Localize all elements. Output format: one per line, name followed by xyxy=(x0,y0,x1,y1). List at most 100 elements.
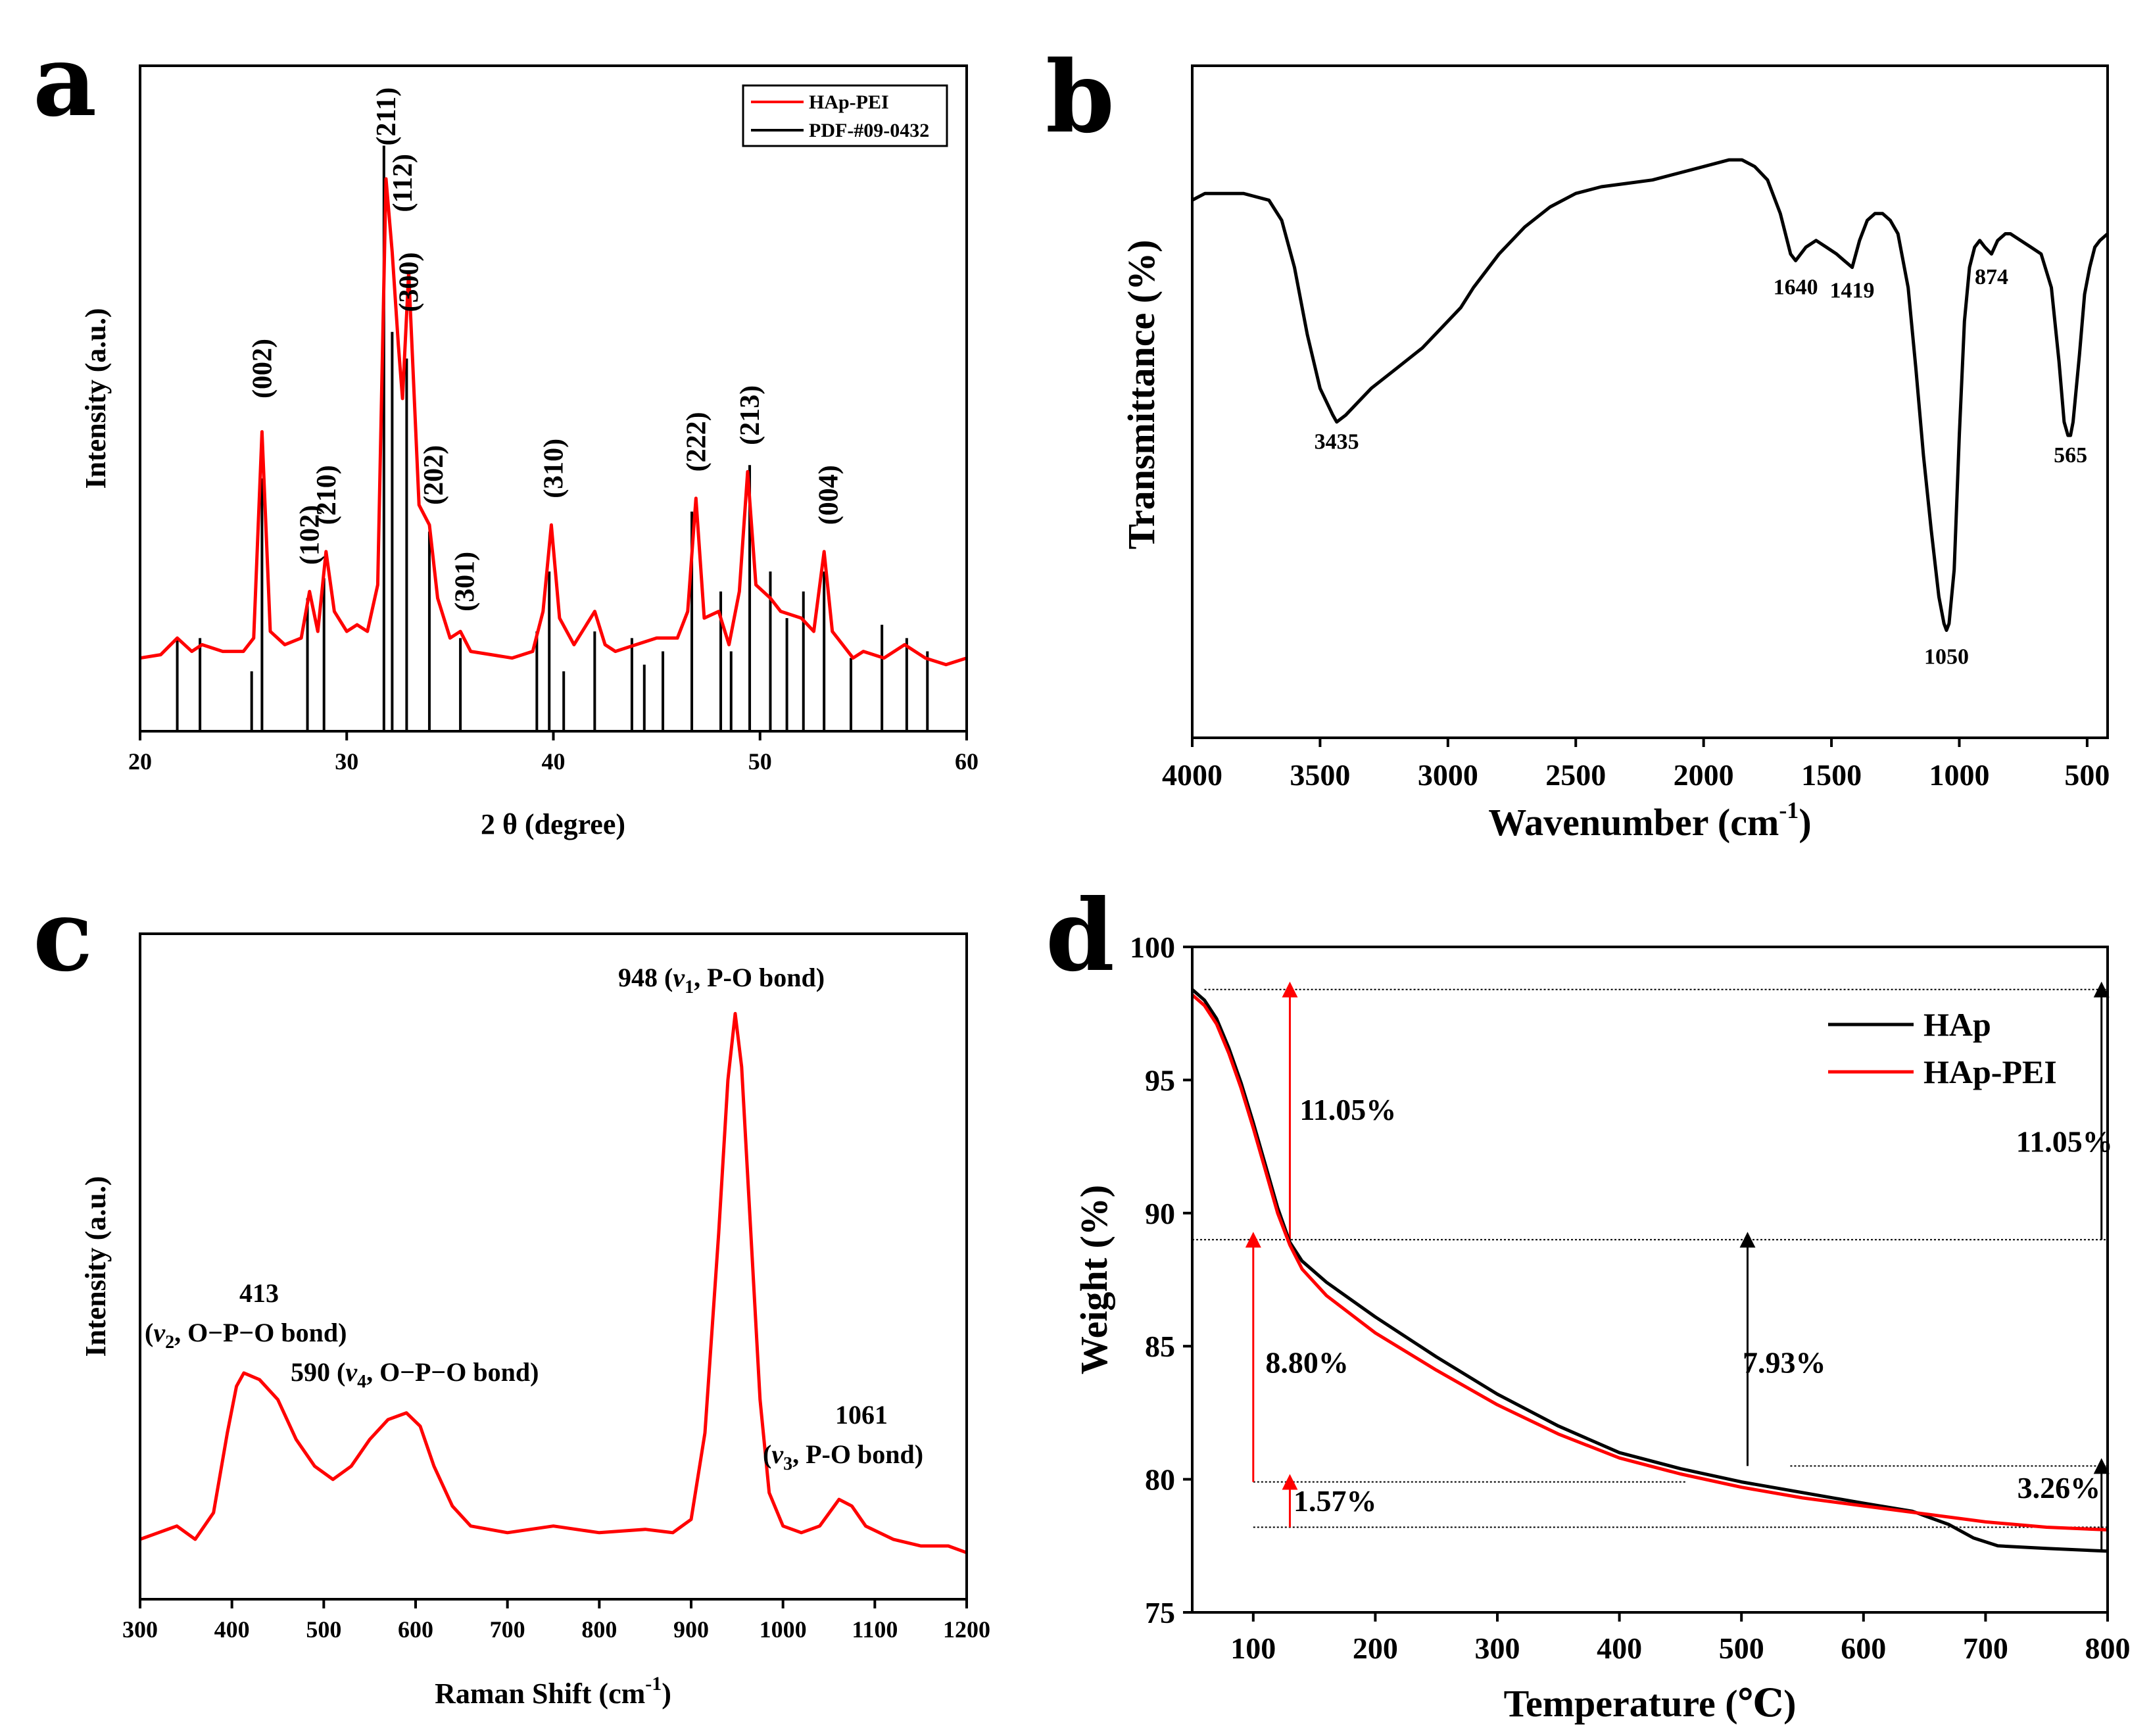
y-axis-title-a: Intensity (a.u.) xyxy=(80,308,112,489)
x-axis-title-b: Wavenumber (cm-1) xyxy=(1488,797,1811,844)
series-line-hap-pei xyxy=(139,177,967,667)
peak-1061-b: , P-O bond) xyxy=(792,1439,923,1469)
x-tick-label: 300 xyxy=(122,1616,158,1643)
hkl-label: (202) xyxy=(419,445,449,505)
x-tick-label: 100 xyxy=(1230,1631,1276,1665)
x-tick-label: 3500 xyxy=(1290,758,1350,792)
peak-label-590: 590 (v4, O−P−O bond) xyxy=(291,1357,539,1392)
peak-413-sub: 2 xyxy=(165,1332,174,1353)
x-axis-ticks: 300 400 500 600 700 800 900 1000 1100 1200 xyxy=(122,1599,990,1643)
peak-1061-sub: 3 xyxy=(783,1454,792,1474)
series-group xyxy=(139,1011,967,1555)
percent-label: 1.57% xyxy=(1293,1484,1376,1518)
series-group xyxy=(1191,988,2108,1553)
peak-590-v: v xyxy=(345,1357,358,1387)
peak-label: 1640 xyxy=(1774,275,1818,299)
x-tick-label: 700 xyxy=(490,1616,525,1643)
percent-label: 8.80% xyxy=(1265,1346,1348,1380)
peak-413-b: , O−P−O bond) xyxy=(174,1318,347,1347)
peak-label-413-assign: (v2, O−P−O bond) xyxy=(145,1318,347,1353)
x-axis-ticks: 20 30 40 50 60 xyxy=(128,731,979,775)
hkl-label: (002) xyxy=(247,339,278,398)
x-tick-label: 1200 xyxy=(943,1616,990,1643)
x-tick-label: 30 xyxy=(335,748,358,775)
y-axis-title-c: Intensity (a.u.) xyxy=(80,1176,112,1357)
x-axis-title-c-main: Raman Shift (cm xyxy=(435,1677,645,1710)
x-tick-label: 200 xyxy=(1353,1631,1398,1665)
panel-letter-d: d xyxy=(1046,878,1115,994)
axis-ticks: 100 200 300 400 500 600 700 800 75 80 85 90 95 100 xyxy=(1130,930,2131,1665)
y-tick-label: 80 xyxy=(1145,1463,1175,1497)
panel-a-xrd: a 20 30 40 50 60 (002) (102)(210) (211) (112) (3… xyxy=(33,23,979,840)
hkl-label: (102) xyxy=(295,505,326,565)
peak-413-a: ( xyxy=(145,1318,153,1347)
series-line-hap-pei xyxy=(1191,994,2108,1531)
peak-label: 1050 xyxy=(1924,645,1969,669)
y-tick-label: 90 xyxy=(1145,1197,1175,1230)
x-tick-label: 800 xyxy=(581,1616,617,1643)
x-axis-title-d: Temperature (℃) xyxy=(1504,1682,1797,1725)
x-tick-label: 900 xyxy=(673,1616,709,1643)
peak-590-a: 590 ( xyxy=(291,1357,345,1387)
peak-label-1061-assign: (v3, P-O bond) xyxy=(763,1439,923,1474)
x-tick-label: 4000 xyxy=(1162,758,1222,792)
hkl-label: (213) xyxy=(735,385,765,445)
annotations-group: 948 (v1, P-O bond) 413 (v2, O−P−O bond) … xyxy=(145,963,923,1474)
panel-c-raman: c 300 400 500 600 700 800 900 1000 1100 1200 948 … xyxy=(33,878,990,1710)
percent-label: 7.93% xyxy=(1743,1346,1826,1380)
x-axis-title-c: Raman Shift (cm-1) xyxy=(435,1673,671,1710)
series-group xyxy=(139,177,967,667)
hkl-label: (004) xyxy=(813,465,844,525)
legend-box xyxy=(742,84,948,147)
percent-label: 11.05% xyxy=(2016,1125,2113,1159)
x-tick-label: 1000 xyxy=(1929,758,1989,792)
legend-label-pdf: PDF-#09-0432 xyxy=(809,120,929,141)
peak-590-sub: 4 xyxy=(357,1372,366,1392)
legend-label-hap-pei: HAp-PEI xyxy=(809,91,889,113)
peak-1061-v: v xyxy=(771,1439,784,1469)
peak-label-1061-value: 1061 xyxy=(835,1400,888,1430)
annotations-group: 11.05% 8.80% 1.57% 7.93% 11.05% 3.26% xyxy=(1265,1093,2112,1518)
panel-d-tga: d 100 200 300 400 500 600 700 800 75 80 85 90 95100 … xyxy=(1046,878,2131,1725)
peak-1061-a: ( xyxy=(763,1439,771,1469)
series-line-ftir xyxy=(1191,158,2109,632)
plot-frame-b xyxy=(1191,64,2109,739)
percent-label: 11.05% xyxy=(1299,1093,1396,1126)
hkl-label: (112) xyxy=(388,154,418,212)
annotations-group: 3435 1640 1419 1050 874 565 xyxy=(1315,265,2087,669)
hkl-label: (300) xyxy=(395,252,425,312)
hkl-label: (222) xyxy=(681,412,712,471)
x-tick-label: 60 xyxy=(955,748,979,775)
percent-label: 3.26% xyxy=(2018,1471,2101,1505)
x-tick-label: 600 xyxy=(1841,1631,1886,1665)
y-axis-title-b: Transmittance (%) xyxy=(1120,240,1163,550)
peak-590-b: , O−P−O bond) xyxy=(366,1357,539,1387)
peak-label: 1419 xyxy=(1830,279,1875,303)
x-tick-label: 1500 xyxy=(1801,758,1862,792)
x-tick-label: 600 xyxy=(398,1616,433,1643)
panel-letter-a: a xyxy=(33,23,97,139)
x-tick-label: 1000 xyxy=(760,1616,807,1643)
x-tick-label: 400 xyxy=(214,1616,250,1643)
x-tick-label: 2500 xyxy=(1545,758,1606,792)
x-tick-label: 300 xyxy=(1475,1631,1520,1665)
x-tick-label: 2000 xyxy=(1674,758,1734,792)
y-tick-label: 95 xyxy=(1145,1063,1175,1097)
series-line-raman xyxy=(139,1011,967,1555)
x-tick-label: 3000 xyxy=(1418,758,1478,792)
x-axis-ticks: 4000 3500 3000 2500 2000 1500 1000 500 xyxy=(1162,738,2110,792)
panel-letter-c: c xyxy=(33,878,93,994)
x-tick-label: 1100 xyxy=(852,1616,898,1643)
legend-label-hap-pei-d: HAp-PEI xyxy=(1923,1053,2057,1090)
series-group xyxy=(1191,158,2109,632)
y-tick-label: 75 xyxy=(1145,1596,1175,1629)
panel-b-ftir: b 4000 3500 3000 2500 2000 1500 1000 500 3435 16… xyxy=(1046,39,2110,844)
x-axis-title-b-main: Wavenumber (cm xyxy=(1488,801,1779,844)
panel-letter-b: b xyxy=(1046,39,1115,155)
hkl-label: (211) xyxy=(372,87,402,146)
x-tick-label: 20 xyxy=(128,748,152,775)
x-axis-title-a: 2 θ (degree) xyxy=(481,808,625,840)
peak-948-a: 948 ( xyxy=(618,963,673,992)
peak-label: 874 xyxy=(1975,265,2008,289)
